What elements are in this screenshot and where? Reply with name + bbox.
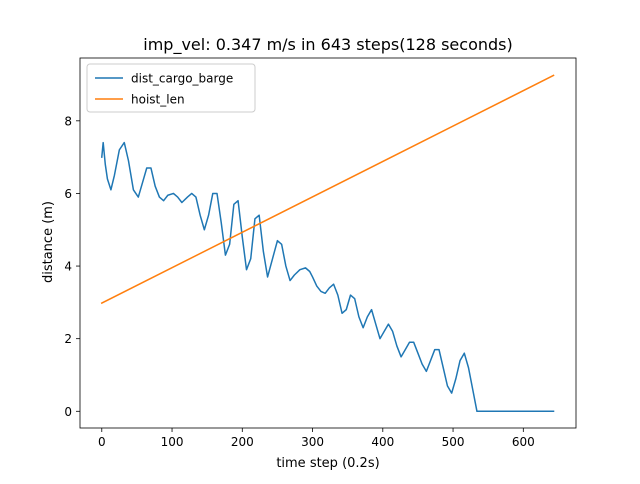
legend-label-hoist_len: hoist_len — [131, 93, 185, 107]
plot-frame — [79, 57, 577, 429]
x-axis-label: time step (0.2s) — [276, 456, 379, 471]
y-tick-label: 2 — [64, 332, 72, 346]
plot-layer — [100, 74, 555, 413]
series-line-dist_cargo_barge — [100, 141, 555, 413]
legend-box — [86, 63, 256, 113]
y-tick-label: 4 — [64, 260, 72, 274]
y-tick-label: 6 — [64, 187, 72, 201]
series-line-hoist_len — [100, 74, 555, 305]
x-tick-label: 400 — [371, 435, 394, 449]
x-tick-label: 100 — [161, 435, 184, 449]
chart-title: imp_vel: 0.347 m/s in 643 steps(128 seco… — [143, 35, 512, 55]
x-tick-label: 500 — [442, 435, 465, 449]
legend-label-dist_cargo_barge: dist_cargo_barge — [131, 72, 233, 86]
y-tick-label: 8 — [64, 114, 72, 128]
x-tick-label: 0 — [98, 435, 106, 449]
y-tick-label: 0 — [64, 405, 72, 419]
x-tick-label: 600 — [512, 435, 535, 449]
x-tick-label: 200 — [231, 435, 254, 449]
y-axis-label: distance (m) — [41, 201, 56, 283]
axes-layer: 0 100 200 300 400 500 600 0 2 4 6 8 — [64, 57, 577, 449]
x-tick-label: 300 — [301, 435, 324, 449]
legend: dist_cargo_barge hoist_len — [86, 63, 256, 113]
